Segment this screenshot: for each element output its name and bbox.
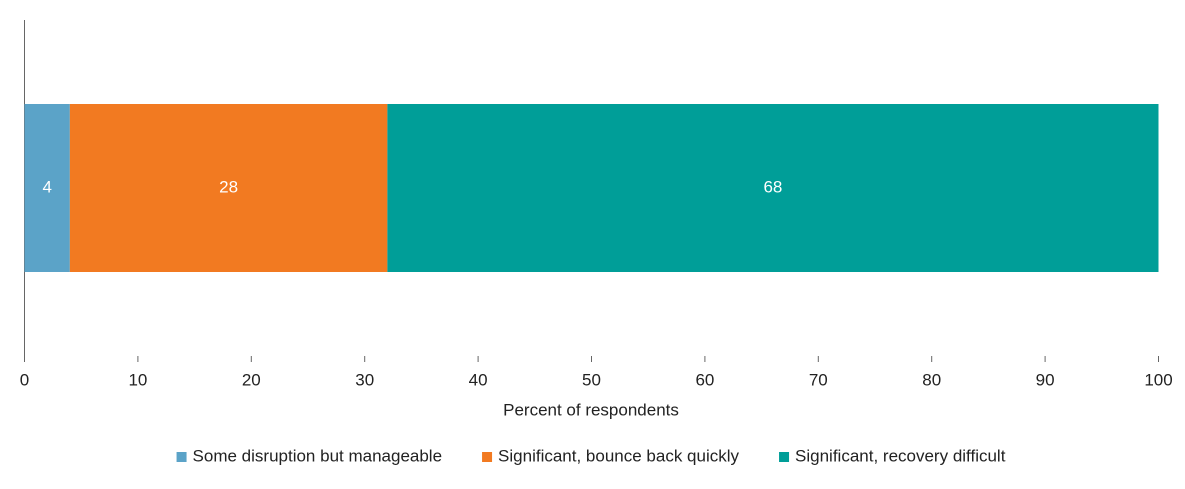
legend-swatch: [482, 452, 493, 462]
legend-swatch: [176, 452, 187, 462]
data-label: 4: [42, 177, 51, 196]
x-tick-label: 20: [242, 370, 261, 389]
x-tick-label: 50: [582, 370, 601, 389]
data-label: 68: [763, 177, 782, 196]
bar-segment: [24, 104, 70, 272]
legend-label: Significant, recovery difficult: [795, 446, 1006, 465]
x-tick-label: 70: [809, 370, 828, 389]
x-tick-label: 90: [1036, 370, 1055, 389]
x-tick-label: 30: [355, 370, 374, 389]
legend-label: Significant, bounce back quickly: [498, 446, 739, 465]
bar-segment: [387, 104, 1159, 272]
data-label: 28: [219, 177, 238, 196]
x-tick-label: 0: [20, 370, 29, 389]
x-tick-label: 40: [469, 370, 488, 389]
legend-swatch: [779, 452, 790, 462]
x-tick-label: 10: [128, 370, 147, 389]
x-axis-label: Percent of respondents: [503, 400, 679, 419]
bar-segment: [69, 104, 388, 272]
x-tick-label: 100: [1144, 370, 1172, 389]
legend-label: Some disruption but manageable: [193, 446, 443, 465]
x-tick-label: 80: [922, 370, 941, 389]
x-tick-label: 60: [695, 370, 714, 389]
